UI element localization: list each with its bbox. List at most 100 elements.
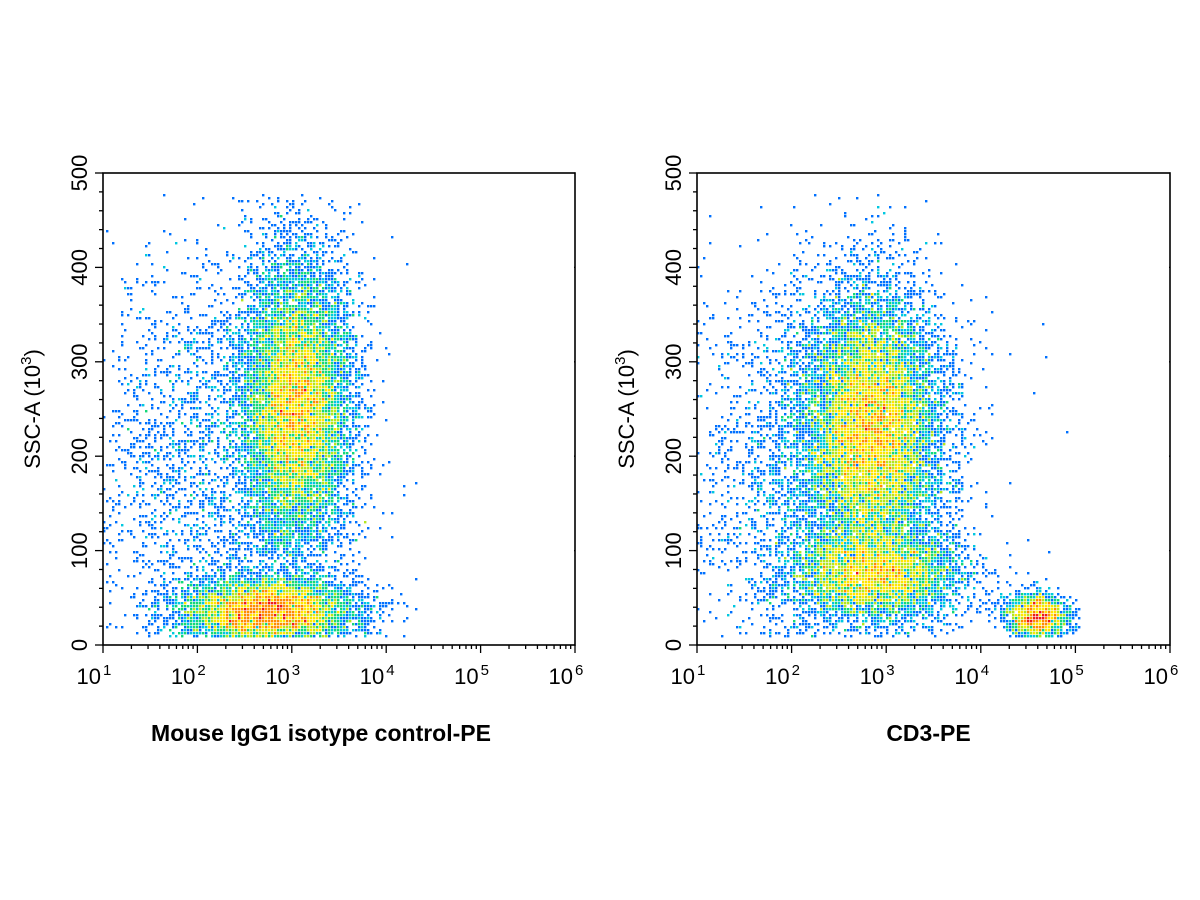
density-dot — [247, 491, 250, 494]
density-dot — [334, 401, 337, 404]
density-dot — [328, 434, 331, 437]
density-dot — [277, 275, 280, 278]
density-dot — [277, 398, 280, 401]
density-dot — [202, 419, 205, 422]
density-dot — [340, 413, 343, 416]
density-dot — [289, 473, 292, 476]
density-dot — [271, 545, 274, 548]
density-dot — [337, 305, 340, 308]
density-dot — [319, 356, 322, 359]
density-dot — [325, 470, 328, 473]
density-dot — [172, 566, 175, 569]
density-dot — [229, 548, 232, 551]
density-dot — [199, 443, 202, 446]
density-dot — [262, 437, 265, 440]
density-dot — [265, 515, 268, 518]
density-dot — [340, 461, 343, 464]
density-dot — [274, 446, 277, 449]
density-dot — [289, 314, 292, 317]
density-dot — [196, 512, 199, 515]
density-dot — [232, 380, 235, 383]
density-dot — [160, 473, 163, 476]
density-dot — [166, 434, 169, 437]
density-dot — [205, 488, 208, 491]
density-dot — [334, 296, 337, 299]
density-dot — [307, 428, 310, 431]
density-dot — [163, 395, 166, 398]
density-dot — [259, 422, 262, 425]
density-dot — [280, 287, 283, 290]
density-dot — [190, 434, 193, 437]
density-dot — [259, 437, 262, 440]
density-dot — [205, 473, 208, 476]
density-dot — [166, 560, 169, 563]
density-dot — [130, 431, 133, 434]
density-dot — [310, 458, 313, 461]
density-dot — [367, 434, 370, 437]
density-dot — [343, 425, 346, 428]
density-dot — [226, 425, 229, 428]
density-dot — [340, 389, 343, 392]
density-dot — [151, 464, 154, 467]
density-dot — [277, 314, 280, 317]
density-dot — [364, 374, 367, 377]
density-dot — [220, 401, 223, 404]
density-dot — [292, 350, 295, 353]
density-dot — [274, 509, 277, 512]
density-dot — [262, 425, 265, 428]
density-dot — [334, 503, 337, 506]
density-dot — [211, 422, 214, 425]
density-dot — [253, 566, 256, 569]
density-dot — [274, 572, 277, 575]
density-dot — [289, 224, 292, 227]
density-dot — [331, 404, 334, 407]
density-dot — [292, 248, 295, 251]
density-dot — [259, 359, 262, 362]
density-dot — [328, 473, 331, 476]
density-dot — [316, 263, 319, 266]
density-dot — [187, 575, 190, 578]
density-dot — [115, 440, 118, 443]
density-dot — [118, 539, 121, 542]
density-dot — [241, 200, 244, 203]
density-dot — [355, 395, 358, 398]
density-dot — [328, 350, 331, 353]
density-dot — [304, 368, 307, 371]
density-dot — [310, 275, 313, 278]
density-dot — [331, 446, 334, 449]
density-dot — [274, 521, 277, 524]
density-dot — [235, 413, 238, 416]
density-dot — [211, 284, 214, 287]
density-dot — [220, 500, 223, 503]
density-dot — [340, 392, 343, 395]
density-dot — [328, 347, 331, 350]
density-dot — [214, 491, 217, 494]
density-dot — [262, 491, 265, 494]
density-dot — [307, 509, 310, 512]
density-dot — [304, 446, 307, 449]
density-dot — [193, 524, 196, 527]
density-dot — [310, 464, 313, 467]
density-dot — [268, 380, 271, 383]
density-dot — [235, 398, 238, 401]
density-dot — [229, 473, 232, 476]
density-dot — [277, 437, 280, 440]
density-dot — [211, 578, 214, 581]
density-dot — [226, 509, 229, 512]
density-dot — [295, 509, 298, 512]
density-dot — [304, 350, 307, 353]
density-dot — [265, 500, 268, 503]
density-dot — [256, 578, 259, 581]
density-dot — [295, 455, 298, 458]
density-dot — [280, 380, 283, 383]
density-dot — [292, 275, 295, 278]
density-dot — [277, 485, 280, 488]
density-dot — [136, 386, 139, 389]
density-dot — [286, 281, 289, 284]
density-dot — [283, 410, 286, 413]
density-dot — [295, 242, 298, 245]
density-dot — [331, 275, 334, 278]
density-dot — [280, 479, 283, 482]
density-dot — [316, 512, 319, 515]
density-dot — [325, 500, 328, 503]
